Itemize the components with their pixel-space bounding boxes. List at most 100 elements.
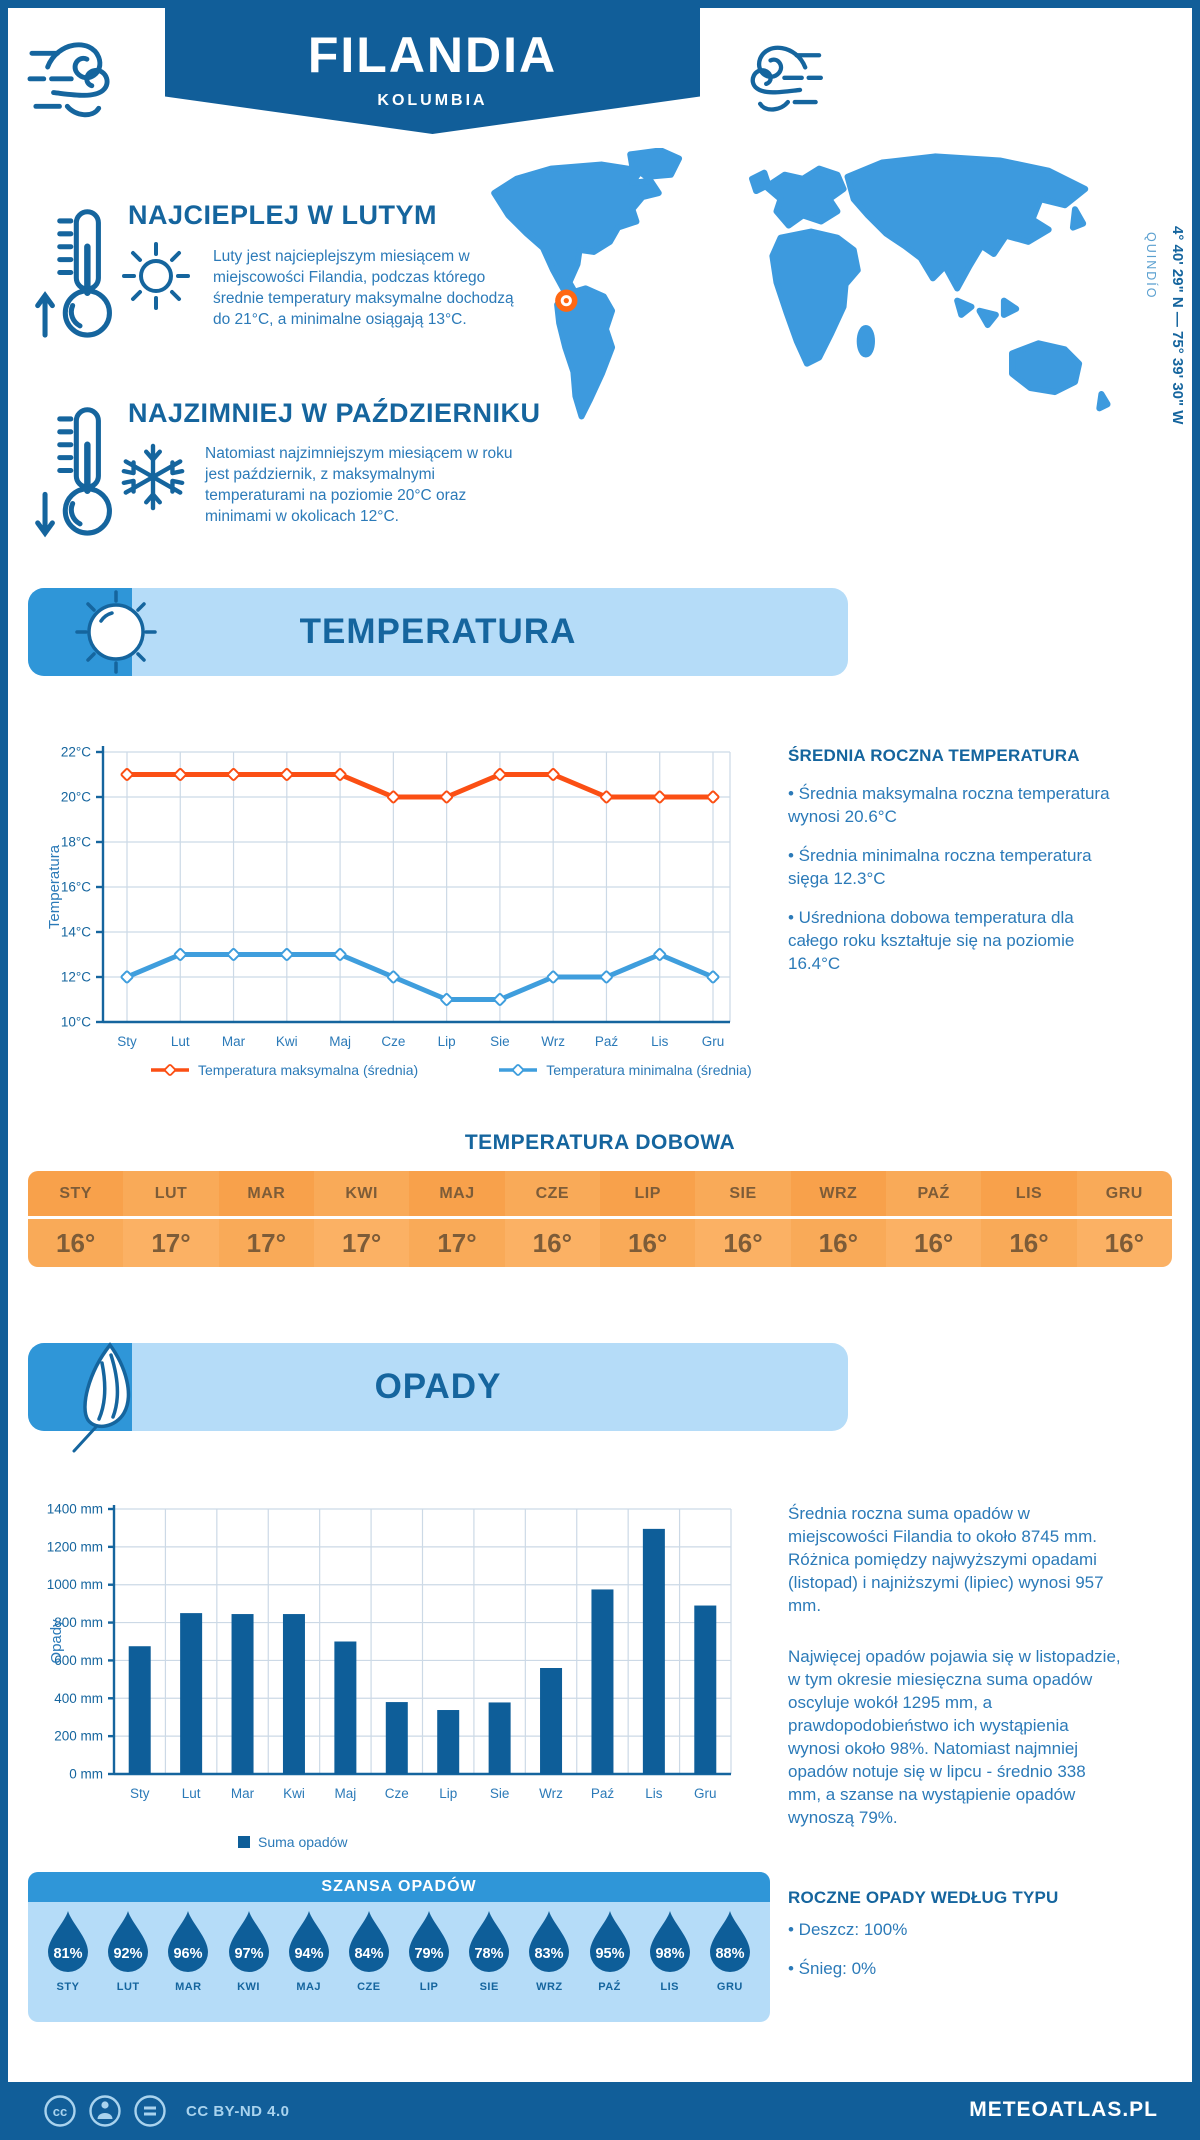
- rain-chance-droplets: 81% STY 92% LUT 96% MAR 97% KWI 94% MAJ 84% CZE 79% L…: [28, 1902, 770, 1993]
- table-value-cell: 17°: [409, 1219, 505, 1267]
- cold-month-text: Natomiast najzimniejszym miesiącem w rok…: [205, 445, 513, 525]
- table-header-cell: CZE: [504, 1171, 600, 1219]
- table-value-cell: 17°: [314, 1219, 410, 1267]
- table-value-cell: 16°: [695, 1219, 791, 1267]
- droplet-icon: 95%: [589, 1911, 630, 1972]
- droplet-icon: 96%: [168, 1911, 209, 1972]
- svg-text:81%: 81%: [53, 1946, 82, 1962]
- svg-text:Sty: Sty: [117, 1034, 137, 1049]
- svg-text:600 mm: 600 mm: [54, 1653, 103, 1668]
- svg-text:Cze: Cze: [381, 1034, 405, 1049]
- svg-text:Lip: Lip: [439, 1786, 457, 1801]
- table-header-cell: STY: [28, 1171, 124, 1219]
- svg-text:Sie: Sie: [490, 1034, 510, 1049]
- daily-temperature-table: STY LUT MAR KWI MAJ CZE LIP SIE WRZ PAŹ LIS GRU 16° 1…: [28, 1171, 1172, 1267]
- svg-text:Maj: Maj: [329, 1034, 351, 1049]
- droplet-icon: 92%: [108, 1911, 149, 1972]
- svg-text:200 mm: 200 mm: [54, 1729, 103, 1744]
- table-value-cell: 16°: [981, 1219, 1077, 1267]
- header-banner: FILANDIA KOLUMBIA: [165, 0, 700, 134]
- svg-text:Paź: Paź: [591, 1786, 615, 1801]
- table-value-cell: 16°: [790, 1219, 886, 1267]
- table-header-cell: MAR: [218, 1171, 314, 1219]
- svg-text:Cze: Cze: [385, 1786, 409, 1801]
- thermometer-down-icon: [35, 407, 112, 538]
- cc-nd-icon: [134, 2095, 166, 2127]
- svg-text:Gru: Gru: [694, 1786, 717, 1801]
- svg-text:16°C: 16°C: [61, 880, 91, 895]
- continent-africa: [769, 228, 861, 367]
- annual-temperature-bullets: • Średnia maksymalna roczna temperatura …: [788, 782, 1123, 991]
- warm-month-heading: NAJCIEPLEJ W LUTYM: [128, 200, 438, 230]
- cold-month-heading: NAJZIMNIEJ W PAŹDZIERNIKU: [128, 398, 541, 428]
- region-label: QUINDÍO: [1144, 232, 1158, 300]
- coordinates-label: 4° 40' 29" N — 75° 39' 30" W: [1169, 226, 1186, 425]
- wind-icon: [750, 45, 823, 112]
- temperature-legend: Temperatura maksymalna (średnia) Temperat…: [150, 1062, 752, 1078]
- continent-europe: [763, 165, 847, 229]
- precipitation-summary-2: Najwięcej opadów pojawia się w listopadz…: [788, 1647, 1121, 1827]
- table-value-cell: 17°: [218, 1219, 314, 1267]
- temperature-section-title: TEMPERATURA: [299, 612, 577, 651]
- svg-text:1200 mm: 1200 mm: [47, 1539, 103, 1554]
- svg-text:92%: 92%: [114, 1946, 143, 1962]
- svg-text:Mar: Mar: [222, 1034, 246, 1049]
- rain-chance-panel: SZANSA OPADÓW 81% STY 92% LUT 96% MAR 97% KWI 94…: [28, 1872, 770, 2022]
- droplet-icon: 98%: [649, 1911, 690, 1972]
- thermometer-up-icon: [35, 209, 112, 338]
- droplet-item: 83% WRZ: [521, 1910, 577, 1993]
- droplet-item: 78% SIE: [461, 1910, 517, 1993]
- droplet-item: 97% KWI: [221, 1910, 277, 1993]
- daily-temperature-title: TEMPERATURA DOBOWA: [464, 1131, 736, 1154]
- sun-tile-icon: [75, 590, 157, 674]
- continent-australia: [1009, 340, 1083, 396]
- droplet-item: 88% GRU: [702, 1910, 758, 1993]
- svg-text:79%: 79%: [415, 1946, 444, 1962]
- table-value-cell: 16°: [600, 1219, 696, 1267]
- bullet-item: • Uśredniona dobowa temperatura dla całe…: [788, 908, 1075, 973]
- svg-text:10°C: 10°C: [61, 1015, 91, 1030]
- svg-text:12°C: 12°C: [61, 970, 91, 985]
- wind-icon: [27, 42, 110, 118]
- legend-item: Temperatura minimalna (średnia): [498, 1062, 752, 1078]
- svg-text:400 mm: 400 mm: [54, 1691, 103, 1706]
- precipitation-legend: Suma opadów: [238, 1834, 348, 1850]
- svg-text:Wrz: Wrz: [541, 1034, 565, 1049]
- svg-text:Gru: Gru: [702, 1034, 725, 1049]
- table-header-cell: WRZ: [790, 1171, 886, 1219]
- svg-text:1000 mm: 1000 mm: [47, 1577, 103, 1592]
- continent-asia: [844, 153, 1089, 292]
- precipitation-summary-1: Średnia roczna suma opadów w miejscowośc…: [788, 1504, 1104, 1615]
- cc-person-icon: [89, 2095, 121, 2127]
- temperature-line-chart: 10°C 12°C 14°C 16°C 18°C 20°C 22°C Sty Lut Mar Kwi…: [45, 735, 785, 1058]
- svg-text:Opady: Opady: [48, 1619, 65, 1664]
- bullet-item: • Deszcz: 100%: [788, 1920, 908, 1939]
- svg-text:0 mm: 0 mm: [69, 1767, 103, 1782]
- svg-text:20°C: 20°C: [61, 790, 91, 805]
- table-value-cell: 16°: [504, 1219, 600, 1267]
- table-header-cell: SIE: [695, 1171, 791, 1219]
- sun-icon: [122, 242, 190, 310]
- footer: cc CC BY-ND 4.0 METEOATLAS.PL: [0, 2082, 1200, 2140]
- continent-south-america: [554, 285, 616, 420]
- continent-greenland: [627, 147, 683, 180]
- svg-text:Sty: Sty: [130, 1786, 150, 1801]
- umbrella-tile-icon: [72, 1342, 131, 1453]
- svg-text:96%: 96%: [174, 1946, 203, 1962]
- location-marker: [555, 289, 578, 312]
- droplet-icon: 88%: [709, 1911, 750, 1972]
- droplet-item: 94% MAJ: [281, 1910, 337, 1993]
- table-value-cell: 16°: [1076, 1219, 1172, 1267]
- svg-text:95%: 95%: [595, 1946, 624, 1962]
- precipitation-types-bullets: • Deszcz: 100% • Śnieg: 0%: [788, 1918, 1123, 1996]
- precipitation-types-heading: ROCZNE OPADY WEDŁUG TYPU: [788, 1888, 1059, 1907]
- svg-text:22°C: 22°C: [61, 745, 91, 760]
- temperature-section-banner: TEMPERATURA: [28, 588, 848, 676]
- svg-text:Lut: Lut: [182, 1786, 201, 1801]
- svg-text:78%: 78%: [475, 1946, 504, 1962]
- table-header-cell: LUT: [123, 1171, 219, 1219]
- svg-text:Mar: Mar: [231, 1786, 255, 1801]
- droplet-item: 92% LUT: [100, 1910, 156, 1993]
- continent-north-america: [491, 161, 662, 300]
